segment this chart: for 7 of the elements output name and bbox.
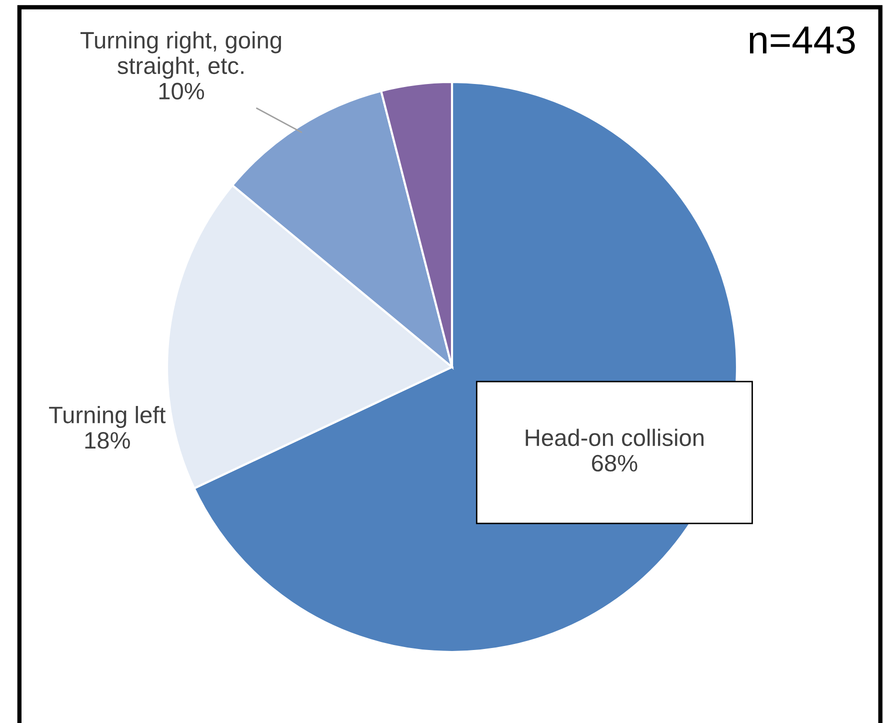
slice-label: Turning right, going straight, etc. [80,31,282,79]
data-label: 68% [592,454,638,472]
text: n=443 [750,26,855,54]
data-label: 10% [159,82,204,100]
slice-label: Head-on collision [526,428,704,446]
slice-label: Turning left [49,406,166,428]
data-label: 18% [85,432,130,449]
